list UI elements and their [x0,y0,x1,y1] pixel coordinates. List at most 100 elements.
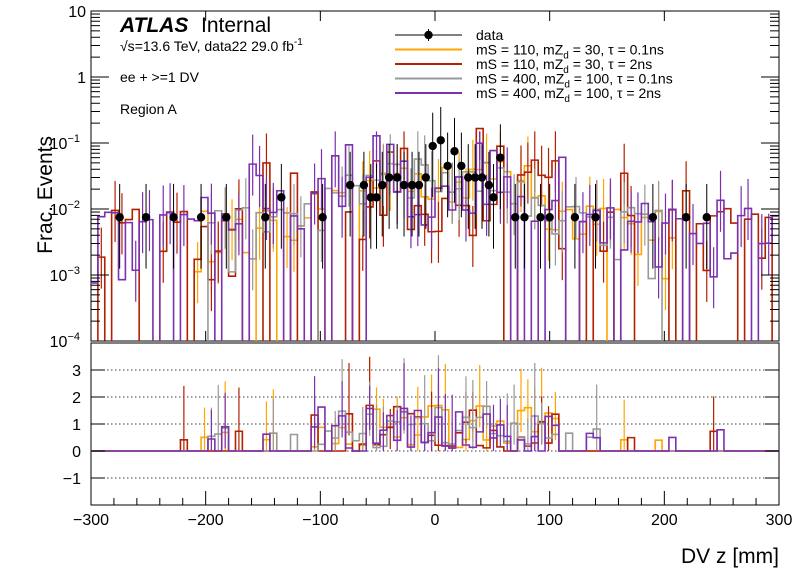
data-point [570,213,580,222]
data-point [520,213,529,222]
data-point [443,161,452,171]
data-point [345,180,355,190]
data-point [648,213,658,222]
data-point [484,180,494,190]
ratio-series-3 [91,406,779,452]
data-point [372,193,381,202]
data-point [414,180,424,190]
legend-entry-text: mS = 110, mZ [476,42,564,58]
ratio-histograms [91,355,779,452]
x-axis-label: DV z [mm] [681,545,779,568]
legend-entry-rest: = 100, τ = 2ns [570,85,661,101]
x-tick-label: 100 [536,512,563,529]
data-point [457,161,466,171]
x-tick-label: −200 [188,512,224,529]
ratio-y-tick-label: 3 [72,363,81,380]
data-point [407,180,417,190]
ratio-y-tick-label: −1 [63,471,81,488]
y-tick-base: 1 [77,70,86,87]
hist-series-1 [97,127,773,341]
legend-entry-text: mS = 400, mZ [476,71,565,87]
legend-data-marker [424,30,433,40]
y-tick-label: 10−3 [50,265,80,285]
energy-text: =13.6 TeV, data22 29.0 fb [135,38,294,54]
data-point [318,213,327,222]
x-tick-label: 300 [766,512,793,529]
data-point [536,213,545,222]
y-tick-base: 10 [68,4,86,21]
main-data-points [115,106,711,269]
legend-entry-subscript: d [563,51,569,62]
legend-entry-text: mS = 110, mZ [476,56,564,72]
data-point [222,213,231,222]
data-point [464,173,473,182]
legend-entry-text: data [476,27,503,43]
data-point [489,193,498,202]
y-tick-label: 10−2 [50,199,80,219]
data-point [399,180,409,190]
ratio-series-1 [91,404,779,452]
sqrt-s-symbol: √s [120,38,135,54]
data-point [378,180,387,190]
legend-entry-2: mS = 110, mZd = 30, τ = 2ns [476,56,652,76]
hist-series-2 [207,158,663,341]
legend-entry-rest: = 100, τ = 0.1ns [570,71,673,87]
y-tick-base: 10 [50,202,68,219]
legend-entry-4: mS = 400, mZd = 100, τ = 2ns [476,85,661,105]
data-point [545,213,554,222]
ratio-y-tick-label: 2 [72,390,81,407]
data-point [436,136,445,145]
x-tick-label: 0 [431,512,440,529]
lumi-exponent: -1 [294,37,303,48]
data-point [115,213,124,222]
legend-entry-3: mS = 400, mZd = 100, τ = 0.1ns [476,71,673,91]
energy-lumi-label: √s=13.6 TeV, data22 29.0 fb-1 [120,37,303,54]
data-point [169,213,178,222]
selection-label: ee + >=1 DV [120,69,200,85]
ratio-axes: −1 0 1 2 3 −300 −200 −100 0 100 200 300 [63,363,793,529]
legend-entry-rest: = 30, τ = 0.1ns [569,42,664,58]
legend-entry-subscript: d [564,80,570,91]
legend-entry-0: data [476,27,503,43]
x-tick-label: 200 [651,512,678,529]
ratio-y-tick-label: 1 [72,417,81,434]
hist-series-3 [91,134,779,341]
data-point [261,213,270,222]
atlas-status-label: Internal [201,14,271,37]
legend-entry-1: mS = 110, mZd = 30, τ = 0.1ns [476,42,664,62]
data-point [702,213,711,222]
y-tick-label: 10−4 [50,331,80,351]
data-point [511,213,520,222]
legend-entry-text: mS = 400, mZ [476,85,565,101]
data-point [141,213,151,222]
y-tick-base: 10 [50,268,68,285]
ratio-y-tick-label: 0 [72,444,81,461]
legend-entry-rest: = 30, τ = 2ns [569,56,652,72]
data-point [477,173,487,182]
main-histograms [91,127,779,341]
legend-entry-subscript: d [563,65,569,76]
y-tick-base: 10 [50,334,68,351]
data-point [384,173,394,182]
data-point [392,173,402,182]
x-tick-label: −300 [73,512,109,529]
data-point [681,213,691,222]
y-tick-label: 10−1 [50,133,80,153]
region-label: Region A [120,101,177,117]
y-tick-exponent: −1 [67,133,80,145]
data-point [277,193,286,202]
y-tick-label: 10 [68,4,86,21]
y-tick-exponent: −4 [67,331,80,343]
y-tick-base: 10 [50,136,68,153]
x-tick-label: −100 [302,512,338,529]
data-point [496,153,505,162]
atlas-label: ATLAS [119,14,188,37]
y-tick-exponent: −3 [67,265,80,277]
data-point [196,213,206,222]
legend-entry-subscript: d [564,94,570,105]
data-point [450,147,459,156]
